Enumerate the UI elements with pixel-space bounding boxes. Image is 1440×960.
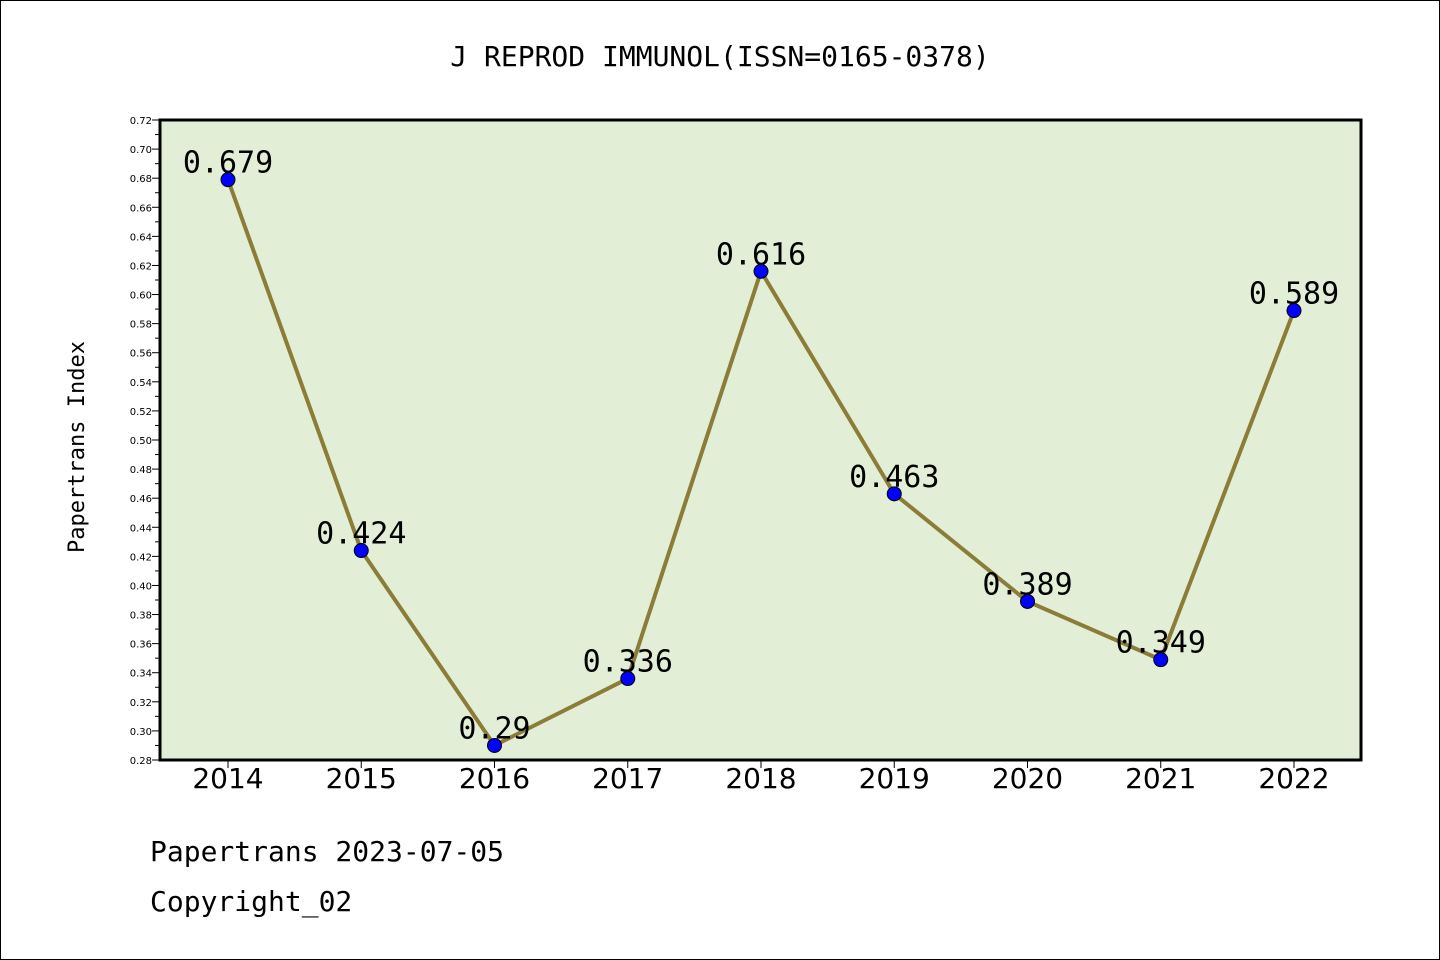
x-tick-label: 2018: [725, 762, 796, 795]
y-axis-ticks: 0.28 0.30 0.32 0.34 0.36 0.38 0.40 0.42 0.44 0.46…: [130, 116, 160, 767]
x-tick-label: 2017: [592, 762, 663, 795]
y-tick-label: 0.40: [130, 581, 152, 592]
data-label: 0.616: [716, 237, 806, 272]
y-tick-label: 0.50: [130, 436, 152, 447]
data-point: [1153, 652, 1169, 668]
data-labels: 0.679 0.424 0.29 0.336 0.616 0.463 0.389 0.349 0…: [183, 146, 1339, 747]
y-tick-label: 0.30: [130, 727, 152, 738]
data-point: [886, 486, 902, 502]
data-label: 0.463: [849, 460, 939, 495]
data-label: 0.424: [316, 517, 406, 552]
y-tick-label: 0.44: [130, 523, 152, 534]
data-point: [1020, 593, 1035, 609]
y-tick-label: 0.64: [130, 232, 152, 243]
y-tick-label: 0.38: [130, 611, 152, 622]
y-tick-label: 0.48: [130, 465, 152, 476]
x-tick-label: 2016: [459, 762, 530, 795]
y-tick-label: 0.56: [130, 349, 152, 360]
y-tick-label: 0.32: [130, 698, 152, 709]
data-point: [353, 543, 369, 559]
y-tick-label: 0.28: [130, 756, 152, 767]
x-tick-label: 2020: [992, 762, 1063, 795]
data-label: 0.389: [982, 567, 1072, 602]
y-tick-label: 0.62: [130, 261, 152, 272]
y-tick-label: 0.58: [130, 320, 152, 331]
y-axis-label: Papertrans Index: [65, 341, 90, 553]
footer-date: Papertrans 2023-07-05: [150, 835, 505, 868]
data-point: [487, 737, 502, 753]
data-label: 0.29: [458, 711, 530, 746]
data-point: [753, 263, 769, 279]
data-label: 0.336: [583, 645, 673, 680]
y-tick-label: 0.66: [130, 203, 152, 214]
data-point: [1286, 303, 1302, 319]
data-points: [220, 172, 1302, 753]
x-tick-label: 2022: [1258, 762, 1329, 795]
y-tick-label: 0.52: [130, 407, 152, 418]
data-point: [620, 671, 636, 687]
y-tick-label: 0.72: [130, 116, 152, 127]
data-label: 0.349: [1116, 626, 1206, 661]
y-tick-label: 0.46: [130, 494, 152, 505]
y-tick-label: 0.70: [130, 145, 152, 156]
data-point: [220, 172, 236, 188]
footer-copyright: Copyright_02: [150, 885, 353, 918]
y-tick-label: 0.60: [130, 291, 152, 302]
y-tick-label: 0.54: [130, 378, 152, 389]
data-label: 0.679: [183, 146, 273, 181]
x-tick-label: 2019: [859, 762, 930, 795]
data-label: 0.589: [1249, 277, 1339, 312]
y-tick-label: 0.36: [130, 640, 152, 651]
y-tick-label: 0.34: [130, 669, 152, 680]
x-tick-label: 2021: [1125, 762, 1196, 795]
y-tick-label: 0.68: [130, 174, 152, 185]
plot-area: [158, 118, 1363, 762]
x-tick-label: 2015: [326, 762, 397, 795]
y-tick-label: 0.42: [130, 552, 152, 563]
x-axis-ticks: 2014 2015 2016 2017 2018 2019 2020 2021 2022: [192, 760, 1330, 795]
chart-title: J REPROD IMMUNOL(ISSN=0165-0378): [450, 40, 989, 73]
x-tick-label: 2014: [192, 762, 263, 795]
